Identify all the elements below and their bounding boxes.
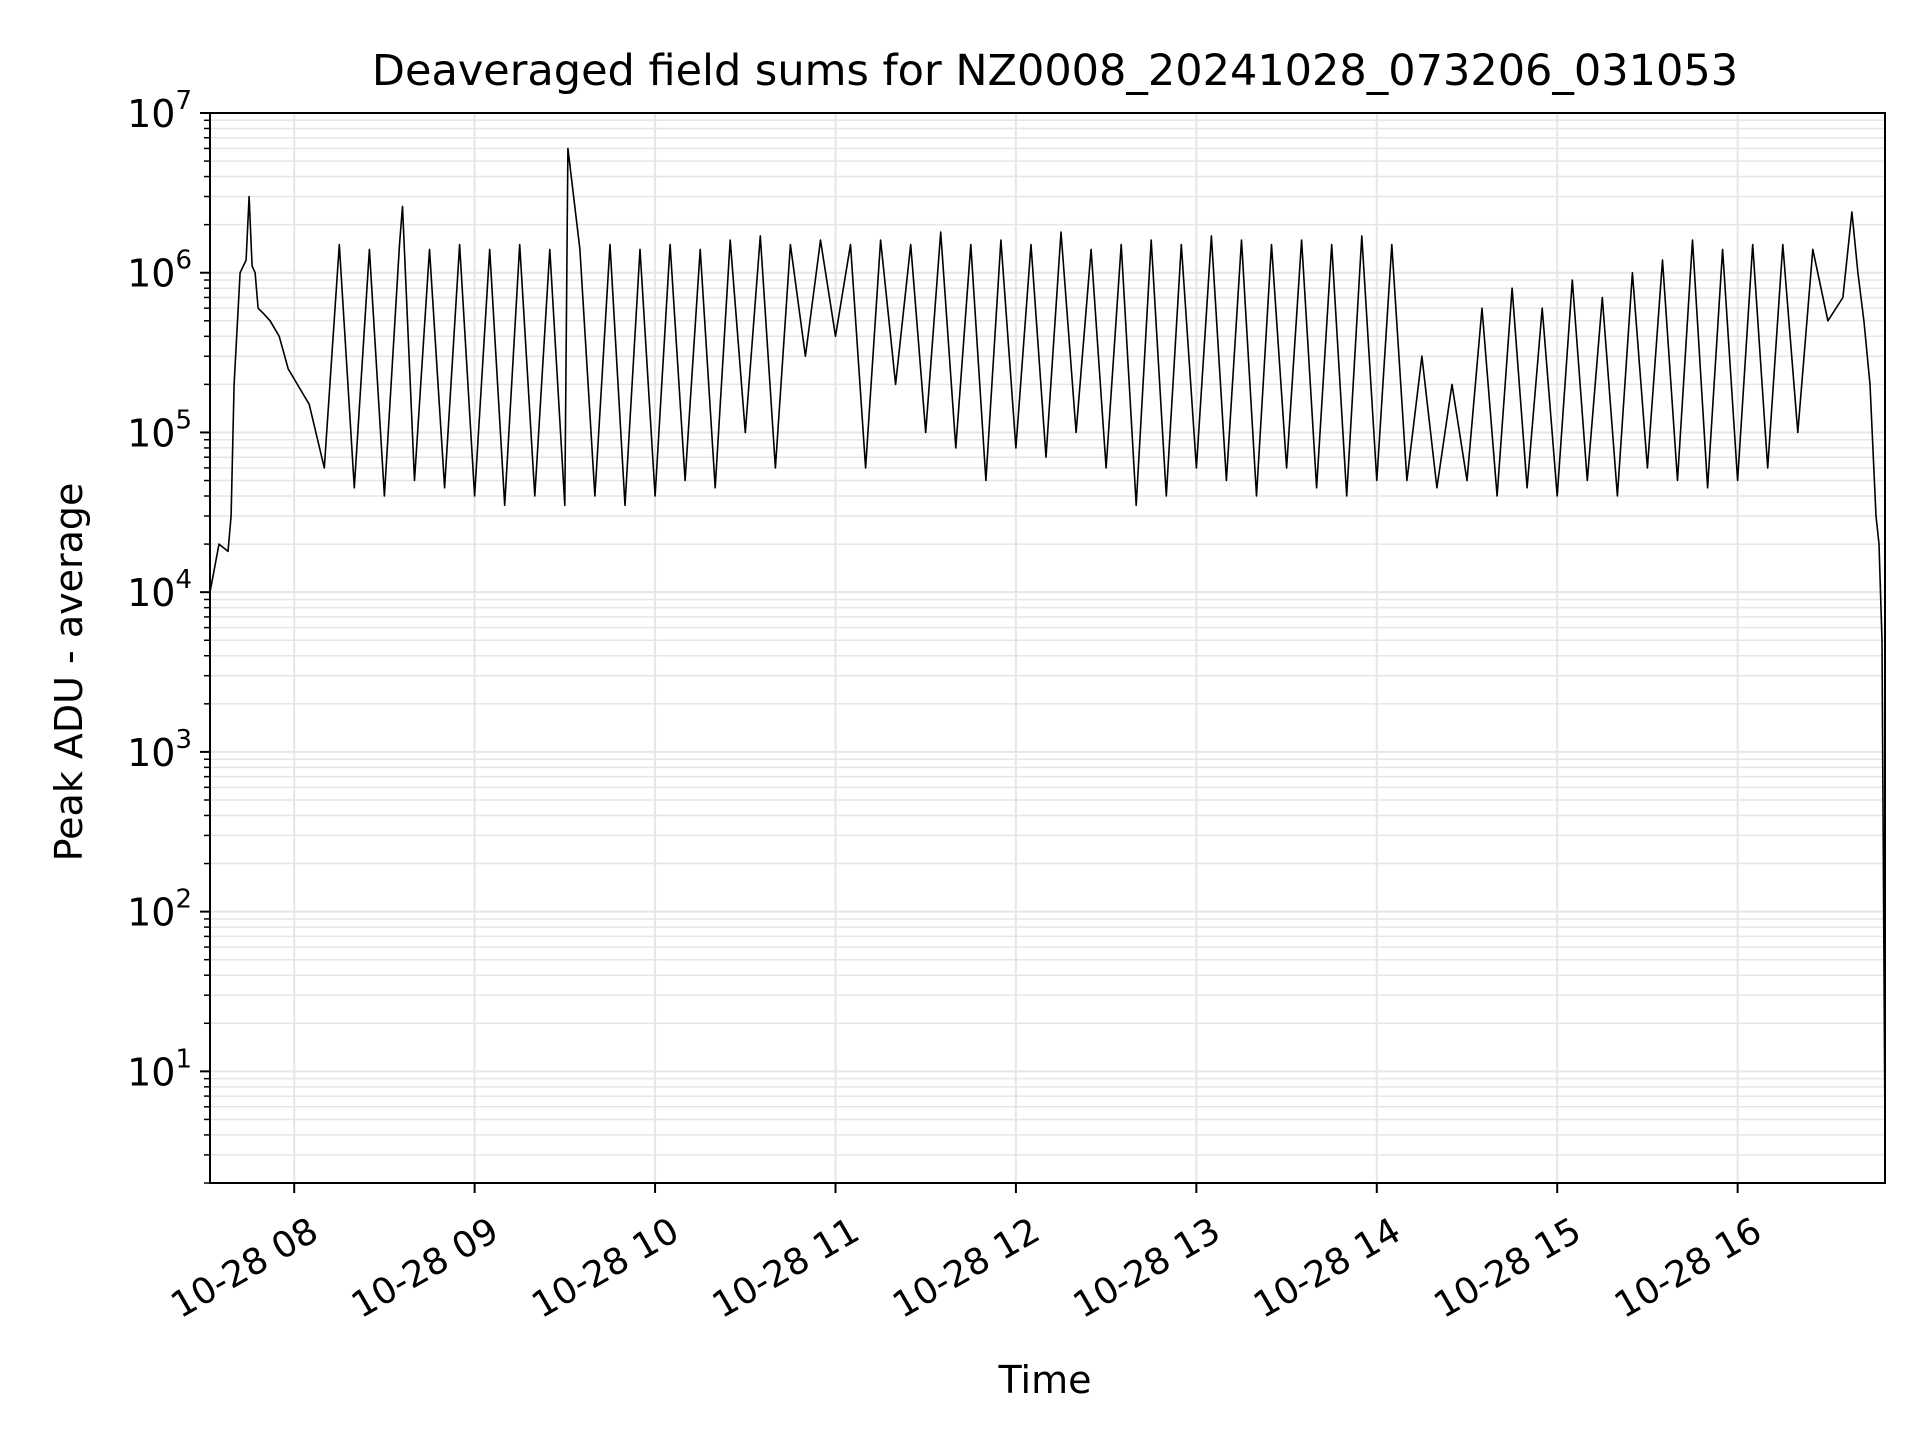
y-tick-label: 107	[127, 86, 192, 136]
y-axis-label: Peak ADU - average	[47, 483, 91, 862]
plot-frame	[209, 112, 1886, 1184]
y-tick-label: 106	[127, 246, 192, 296]
x-axis-label: Time	[998, 1358, 1092, 1402]
grid	[210, 112, 1885, 1184]
y-tick-label: 102	[127, 885, 192, 935]
y-tick-label: 101	[127, 1044, 192, 1094]
y-tick-label: 105	[127, 405, 192, 455]
series-line	[209, 147, 1886, 1135]
y-tick-label: 103	[127, 725, 192, 775]
series-layer	[209, 147, 1886, 1135]
y-tick-label: 104	[127, 565, 192, 615]
chart-title: Deaveraged field sums for NZ0008_2024102…	[372, 46, 1738, 96]
